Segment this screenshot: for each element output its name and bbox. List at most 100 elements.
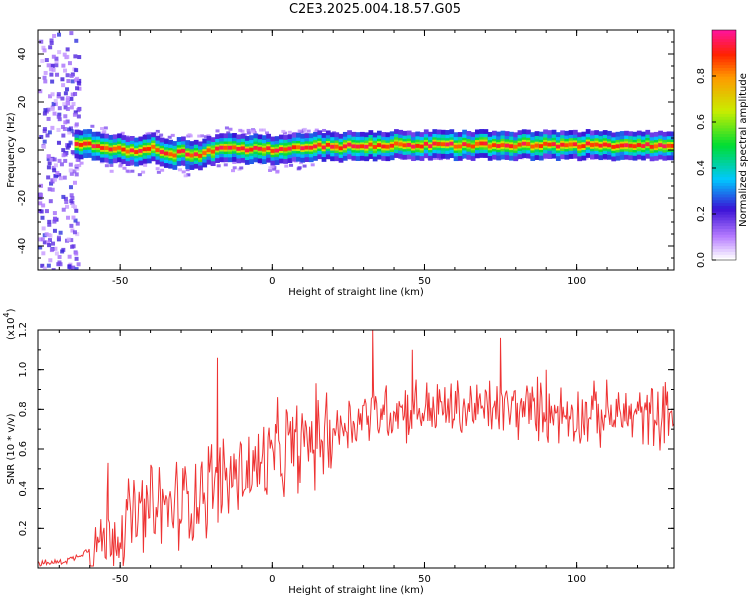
heatmap-cell: [641, 144, 646, 148]
colorbar-cell: [712, 32, 736, 37]
heatmap-cell: [76, 108, 81, 113]
heatmap-cell: [69, 171, 74, 176]
heatmap-cell: [151, 144, 156, 149]
heatmap-cell: [40, 237, 45, 242]
heatmap-cell: [38, 245, 43, 250]
heatmap-cell: [249, 147, 254, 152]
heatmap-cell: [530, 144, 536, 149]
heatmap-cell: [52, 211, 57, 216]
heatmap-cell: [181, 148, 186, 153]
heatmap-cell: [590, 143, 595, 147]
heatmap-cell: [330, 144, 335, 149]
heatmap-cell: [65, 107, 70, 112]
heatmap-cell: [281, 129, 286, 133]
heatmap-cell: [65, 87, 70, 92]
heatmap-cell: [120, 131, 125, 135]
heatmap-cell: [168, 152, 174, 157]
heatmap-cell: [334, 144, 340, 149]
heatmap-cell: [64, 199, 69, 204]
heatmap-cell: [50, 64, 55, 69]
colorbar-cell: [712, 231, 736, 235]
heatmap-cell: [308, 145, 314, 150]
colorbar-cell: [712, 239, 736, 244]
heatmap-cell: [406, 143, 412, 147]
heatmap-cell: [69, 129, 74, 134]
heatmap-cell: [47, 243, 52, 248]
heatmap-cell: [40, 263, 45, 268]
heatmap-cell: [57, 117, 62, 122]
heatmap-cell: [63, 114, 68, 119]
heatmap-cell: [62, 52, 67, 57]
heatmap-cell: [177, 168, 182, 172]
heatmap-cell: [38, 89, 43, 94]
heatmap-cell: [49, 157, 54, 162]
heatmap-cell: [270, 165, 275, 169]
y-tick-label: 0.6: [18, 441, 29, 457]
heatmap-cell: [49, 38, 54, 43]
colorbar-cell: [712, 78, 736, 83]
heatmap-cell: [52, 157, 57, 162]
heatmap-cell: [50, 92, 55, 97]
heatmap-cell: [60, 124, 65, 129]
heatmap-cell: [54, 63, 59, 68]
heatmap-cell: [51, 268, 56, 270]
heatmap-cell: [69, 73, 74, 78]
heatmap-cell: [48, 233, 53, 238]
heatmap-cell: [56, 94, 61, 99]
colorbar-cell: [712, 113, 736, 117]
heatmap-cell: [662, 144, 668, 149]
heatmap-cell: [258, 128, 263, 132]
heatmap-cell: [215, 129, 220, 133]
heatmap-cell: [102, 130, 107, 134]
heatmap-cell: [449, 141, 455, 146]
heatmap-cell: [66, 237, 71, 242]
colorbar-cell: [712, 116, 736, 120]
heatmap-cell: [223, 163, 228, 167]
heatmap-cell: [368, 142, 374, 147]
heatmap-cell: [48, 258, 53, 263]
heatmap-cell: [125, 169, 130, 173]
heatmap-cell: [50, 79, 55, 84]
heatmap-cell: [58, 176, 63, 181]
x-tick-label: 0: [269, 276, 275, 287]
y-tick-label: 0: [17, 147, 28, 153]
heatmap-cell: [411, 144, 416, 149]
heatmap-cell: [42, 144, 47, 149]
heatmap-cell: [129, 148, 135, 153]
colorbar-cell: [712, 73, 736, 77]
heatmap-cell: [419, 144, 425, 149]
heatmap-cell: [46, 63, 51, 68]
heatmap-cell: [76, 80, 81, 85]
heatmap-cell: [76, 262, 81, 267]
heatmap-cell: [270, 149, 276, 153]
colorbar-cell: [712, 170, 736, 175]
colorbar-tick-label: 0.0: [696, 252, 707, 268]
heatmap-cell: [560, 142, 565, 147]
x-tick-label: -50: [112, 276, 128, 287]
heatmap-cell: [66, 215, 71, 220]
heatmap-cell: [636, 143, 642, 147]
heatmap-cell: [649, 144, 655, 149]
colorbar-cell: [712, 87, 736, 91]
heatmap-cell: [216, 164, 221, 168]
heatmap-cell: [42, 48, 47, 53]
heatmap-cell: [72, 112, 77, 117]
heatmap-cell: [61, 133, 66, 138]
heatmap-cell: [73, 218, 78, 223]
heatmap-cell: [322, 128, 327, 132]
heatmap-cell: [185, 168, 190, 172]
heatmap-cell: [68, 185, 73, 190]
heatmap-cell: [75, 158, 80, 162]
heatmap-cell: [47, 161, 52, 166]
heatmap-cell: [53, 246, 58, 251]
heatmap-cell: [564, 143, 570, 148]
heatmap-cell: [257, 146, 263, 151]
heatmap-cell: [291, 145, 297, 150]
heatmap-cell: [226, 131, 231, 135]
heatmap-cell: [228, 127, 233, 131]
colorbar-tick-label: 0.6: [696, 114, 707, 130]
heatmap-cell: [63, 120, 68, 125]
heatmap-cell: [265, 131, 270, 135]
heatmap-cell: [39, 193, 44, 198]
heatmap-cell: [57, 32, 62, 37]
